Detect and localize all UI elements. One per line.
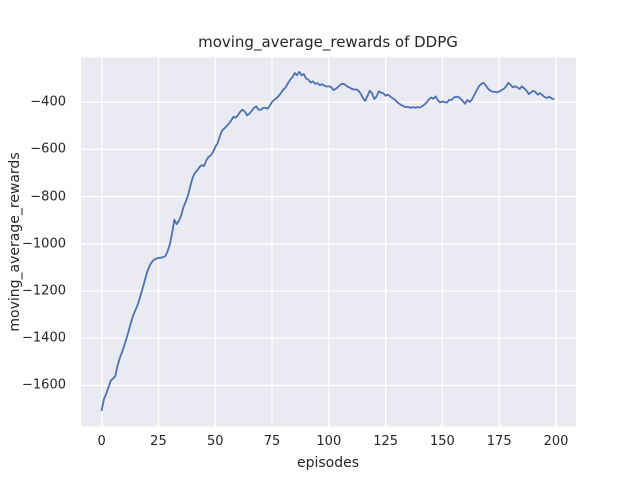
y-tick-label: −1400 <box>22 330 66 346</box>
x-tick-label: 200 <box>543 434 569 449</box>
x-tick-label: 50 <box>206 434 224 449</box>
chart-title: moving_average_rewards of DDPG <box>198 33 458 51</box>
y-tick-label: −400 <box>30 94 66 110</box>
x-tick-label: 100 <box>316 434 342 449</box>
x-tick-label: 175 <box>486 434 512 449</box>
y-tick-label: −1600 <box>22 377 66 393</box>
y-axis-label: moving_average_rewards <box>7 152 23 332</box>
y-tick-label: −1200 <box>22 283 66 299</box>
x-tick-label: 25 <box>150 434 167 449</box>
y-tick-label: −1000 <box>22 236 66 252</box>
reward-line <box>100 71 555 412</box>
x-tick-label: 75 <box>263 434 281 449</box>
x-tick-label: 125 <box>373 434 399 449</box>
y-tick-label: −800 <box>30 189 66 205</box>
x-axis-label: episodes <box>296 455 360 471</box>
x-tick-label: 150 <box>430 434 455 449</box>
x-tick-label: 0 <box>97 434 106 449</box>
y-tick-label: −600 <box>30 141 66 157</box>
